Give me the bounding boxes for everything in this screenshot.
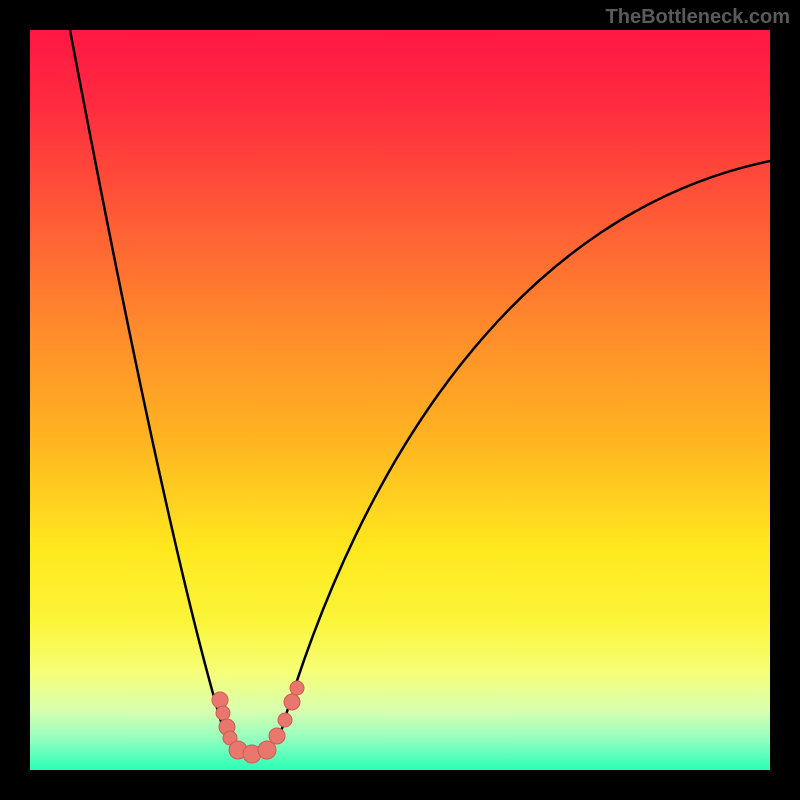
marker-dot bbox=[278, 713, 292, 727]
bottleneck-curve bbox=[30, 30, 770, 770]
marker-dot bbox=[216, 706, 230, 720]
curve-markers bbox=[212, 681, 304, 763]
marker-dot bbox=[290, 681, 304, 695]
marker-dot bbox=[269, 728, 285, 744]
curve-left bbox=[70, 30, 225, 735]
marker-dot bbox=[258, 741, 276, 759]
curve-right bbox=[280, 160, 770, 735]
plot-area bbox=[30, 30, 770, 770]
watermark-text: TheBottleneck.com bbox=[606, 6, 790, 29]
marker-dot bbox=[212, 692, 228, 708]
marker-dot bbox=[284, 694, 300, 710]
outer-frame: TheBottleneck.com bbox=[0, 0, 800, 800]
